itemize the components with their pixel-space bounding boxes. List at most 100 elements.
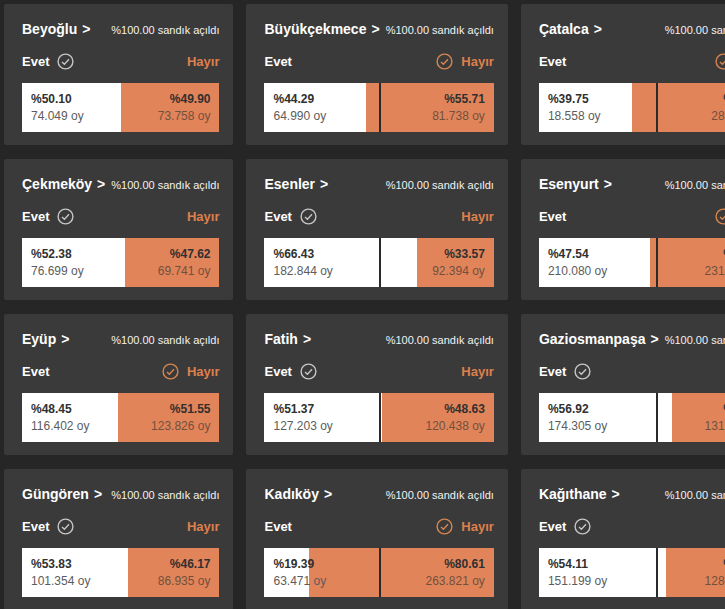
- chevron-right-icon: >: [371, 21, 379, 37]
- card-header: Kağıthane > %100.00 sandık açıldı: [539, 469, 725, 502]
- ballots-opened-status: %100.00 sandık açıldı: [386, 179, 494, 191]
- no-bar-segment: %47.62 69.741 oy: [125, 238, 219, 287]
- district-name: Kağıthane: [539, 486, 607, 502]
- vote-option-labels: Evet Hayır: [22, 362, 219, 380]
- fifty-percent-midline: [379, 548, 381, 597]
- district-name: Esenler: [264, 176, 315, 192]
- result-bar: %51.37 127.203 oy %48.63 120.438 oy: [264, 393, 493, 442]
- yes-winner-check-icon: [57, 208, 74, 225]
- yes-percentage: %19.39: [264, 548, 308, 571]
- no-side: Hayır: [715, 208, 725, 225]
- no-option-label: Hayır: [461, 209, 494, 224]
- yes-vote-count: 74.049 oy: [22, 106, 121, 123]
- no-bar-segment: %51.55 123.826 oy: [118, 393, 220, 442]
- yes-vote-count: 151.199 oy: [539, 571, 666, 588]
- no-vote-count: 69.741 oy: [125, 261, 219, 278]
- yes-percentage: %51.37: [264, 393, 382, 416]
- district-link[interactable]: Eyüp>: [22, 331, 69, 347]
- no-side: Hayır: [187, 54, 220, 69]
- card-header: Gaziosmanpaşa> %100.00 sandık açıldı: [539, 314, 725, 347]
- district-link[interactable]: Beyoğlu >: [22, 21, 90, 37]
- result-bar: %50.10 74.049 oy %49.90 73.758 oy: [22, 83, 219, 132]
- yes-bar-segment: %52.38 76.699 oy: [22, 238, 125, 287]
- no-side: Hayır: [187, 519, 220, 534]
- fifty-percent-midline: [379, 238, 381, 287]
- ballots-opened-status: %100.00 sandık açıldı: [665, 334, 725, 346]
- district-name: Beyoğlu: [22, 21, 77, 37]
- card-header: Çekmeköy> %100.00 sandık açıldı: [22, 159, 219, 192]
- yes-option-label: Evet: [264, 519, 291, 534]
- no-side: Hayır: [187, 209, 220, 224]
- yes-bar-segment: %54.11 151.199 oy: [539, 548, 666, 597]
- district-result-card: Eyüp> %100.00 sandık açıldı Evet Hayır %…: [4, 314, 233, 455]
- no-vote-count: 231.788 oy: [650, 261, 725, 278]
- yes-option-label: Evet: [264, 209, 291, 224]
- district-link[interactable]: Güngören>: [22, 486, 102, 502]
- district-link[interactable]: Büyükçekmece >: [264, 21, 379, 37]
- fifty-percent-midline: [656, 83, 658, 132]
- yes-option-label: Evet: [539, 364, 566, 379]
- no-bar-segment: %48.63 120.438 oy: [382, 393, 494, 442]
- district-result-card: Büyükçekmece> %100.00 sandık açıldı Evet…: [246, 4, 507, 145]
- result-bar: %48.45 116.402 oy %51.55 123.826 oy: [22, 393, 219, 442]
- card-header: Büyükçekmece> %100.00 sandık açıldı: [264, 4, 493, 37]
- yes-option-label: Evet: [22, 209, 49, 224]
- no-option-label: Hayır: [461, 519, 494, 534]
- yes-side: Evet: [22, 208, 74, 225]
- ballots-opened-status: %100.00 sandık açıldı: [665, 489, 725, 501]
- district-link[interactable]: Çatalca>: [539, 21, 602, 37]
- no-bar-segment: %33.57 92.394 oy: [417, 238, 494, 287]
- chevron-right-icon: >: [612, 486, 620, 502]
- yes-side: Evet: [539, 363, 591, 380]
- no-percentage: %55.71: [366, 83, 494, 106]
- no-percentage: %33.57: [417, 238, 494, 261]
- yes-option-label: Evet: [22, 364, 49, 379]
- yes-option-label: Evet: [264, 364, 291, 379]
- district-name: Güngören: [22, 486, 89, 502]
- district-result-card: Çatalca> %100.00 sandık açıldı Evet Hayı…: [521, 4, 725, 145]
- yes-option-label: Evet: [264, 54, 291, 69]
- yes-side: Evet: [264, 519, 291, 534]
- district-result-card: Beyoğlu > %100.00 sandık açıldı Evet Hayı…: [4, 4, 233, 145]
- yes-percentage: %54.11: [539, 548, 666, 571]
- yes-side: Evet: [539, 209, 566, 224]
- no-vote-count: 73.758 oy: [121, 106, 220, 123]
- vote-option-labels: Evet Hayır: [539, 207, 725, 225]
- ballots-opened-status: %100.00 sandık açıldı: [665, 24, 725, 36]
- district-link[interactable]: Esenler>: [264, 176, 328, 192]
- yes-winner-check-icon: [300, 363, 317, 380]
- yes-vote-count: 63.471 oy: [264, 571, 308, 588]
- yes-winner-check-icon: [57, 53, 74, 70]
- yes-winner-check-icon: [57, 518, 74, 535]
- no-vote-count: 128.255 oy: [666, 571, 725, 588]
- district-name: Büyükçekmece: [264, 21, 366, 37]
- no-percentage: %51.55: [118, 393, 220, 416]
- yes-bar-segment: %56.92 174.305 oy: [539, 393, 672, 442]
- vote-option-labels: Evet Hayır: [539, 362, 725, 380]
- district-link[interactable]: Fatih>: [264, 331, 311, 347]
- vote-option-labels: Evet Hayır: [22, 52, 219, 70]
- district-result-card: Güngören> %100.00 sandık açıldı Evet Hay…: [4, 469, 233, 609]
- no-side: Hayır: [461, 209, 494, 224]
- no-bar-segment: %52.46 231.788 oy: [650, 238, 725, 287]
- no-winner-check-icon: [436, 53, 453, 70]
- fifty-percent-midline: [379, 393, 381, 442]
- ballots-opened-status: %100.00 sandık açıldı: [111, 24, 219, 36]
- district-name: Çatalca: [539, 21, 589, 37]
- yes-vote-count: 127.203 oy: [264, 416, 382, 433]
- district-link[interactable]: Kağıthane >: [539, 486, 620, 502]
- yes-winner-check-icon: [574, 363, 591, 380]
- district-link[interactable]: Çekmeköy>: [22, 176, 105, 192]
- district-result-card: Kadıköy> %100.00 sandık açıldı Evet Hayı…: [246, 469, 507, 609]
- ballots-opened-status: %100.00 sandık açıldı: [386, 489, 494, 501]
- no-vote-count: 28.127 oy: [632, 106, 725, 123]
- yes-percentage: %48.45: [22, 393, 118, 416]
- district-link[interactable]: Kadıköy>: [264, 486, 332, 502]
- yes-side: Evet: [22, 518, 74, 535]
- district-link[interactable]: Gaziosmanpaşa>: [539, 331, 659, 347]
- district-link[interactable]: Esenyurt>: [539, 176, 612, 192]
- no-vote-count: 81.738 oy: [366, 106, 494, 123]
- yes-percentage: %44.29: [264, 83, 366, 106]
- chevron-right-icon: >: [82, 21, 90, 37]
- no-side: Hayır: [461, 364, 494, 379]
